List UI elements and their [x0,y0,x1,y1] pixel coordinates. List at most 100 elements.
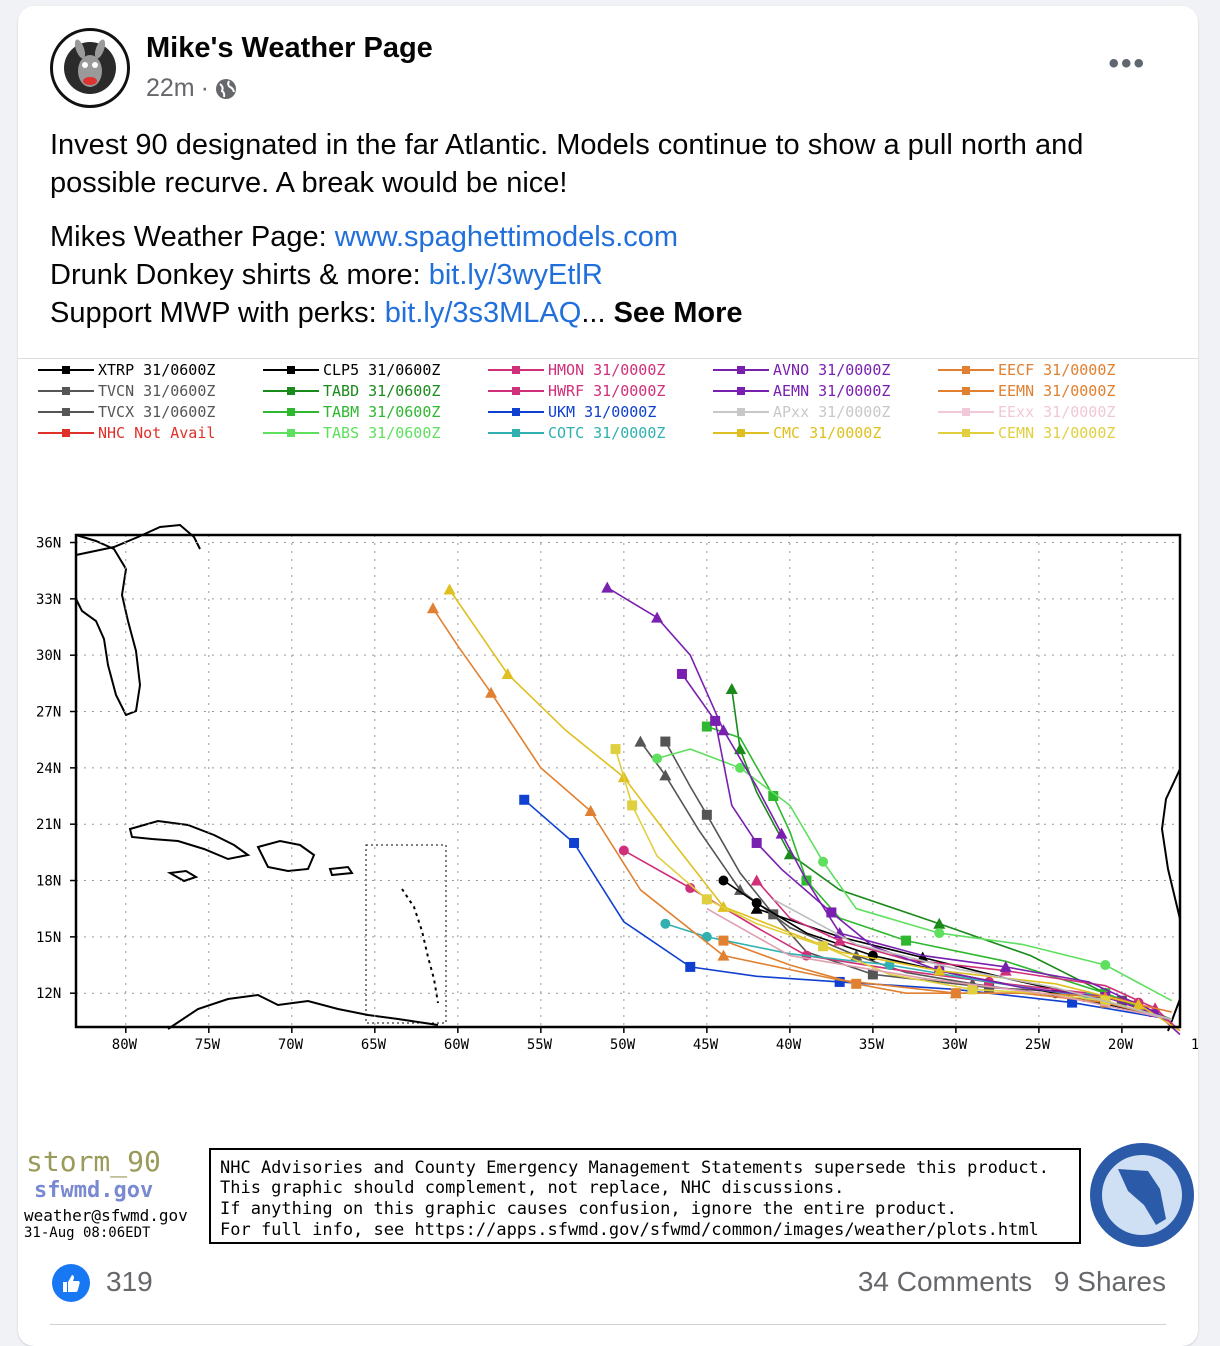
track-line [523,799,1172,1021]
legend-marker [962,387,970,395]
track-marker-square [826,907,837,918]
track-line [432,607,1172,1013]
legend-label: XTRP 31/0600Z [98,361,215,379]
x-tick-label: 75W [195,1037,221,1053]
legend-label: TABD 31/0600Z [323,382,440,400]
legend-label: TABM 31/0600Z [323,403,440,421]
track-marker-square [701,721,712,732]
map-grid [76,535,1180,1027]
comments-count[interactable]: 34 Comments [857,1266,1033,1297]
track-marker-circle [618,845,629,856]
legend-marker [512,366,520,374]
legend-marker [287,366,295,374]
track-marker-square [569,837,580,848]
track-line [614,748,1172,1021]
see-more-button[interactable]: See More [613,297,743,329]
track-marker-square [610,744,621,755]
track-marker-triangle [999,960,1012,972]
legend-label: UKM 31/0000Z [548,403,656,421]
track-marker-square [701,894,712,905]
track-line [723,939,1172,1021]
legend-label: NHC Not Avail [98,424,215,442]
y-tick-label: 30N [36,648,61,664]
footer-divider [50,1324,1166,1325]
south-america-outline [167,993,439,1030]
legend-label: EECF 31/0000Z [998,361,1115,379]
track-line [448,589,1181,1032]
disclaimer-line: NHC Advisories and County Emergency Mana… [220,1158,1049,1178]
meta-separator: · [200,74,209,102]
jamaica-outline [166,869,199,883]
track-marker-square [701,809,712,820]
like-reaction-icon[interactable] [52,1264,90,1302]
model-tracks [426,581,1181,1036]
x-tick-label: 55W [527,1037,553,1053]
email-label: weather@sfwmd.gov [24,1206,188,1225]
us-coast-outline [75,523,201,556]
site-label: sfwmd.gov [34,1178,153,1203]
puerto-rico-outline [328,865,354,877]
track-marker-square [967,984,978,995]
legend-marker [287,429,295,437]
track-marker-square [519,794,530,805]
perks-link[interactable]: bit.ly/3s3MLAQ [384,297,582,329]
disclaimer-line: If anything on this graphic causes confu… [220,1199,957,1219]
track-marker-triangle [775,827,788,839]
x-tick-label: 30W [942,1037,968,1053]
post-footer: 319 34 Comments 9 Shares [18,1256,1198,1316]
page-avatar[interactable] [50,28,130,108]
legend-label: TVCN 31/0600Z [98,382,215,400]
x-tick-label: 80W [112,1037,138,1053]
post-image[interactable]: XTRP 31/0600Z TVCN 31/0600Z TVCX 31/0600Z N… [18,358,1198,1249]
track-marker-triangle [750,902,763,914]
track-marker-circle [751,898,762,909]
legend-label: AEMN 31/0000Z [773,382,890,400]
legend-marker [737,366,745,374]
track-marker-circle [735,762,746,773]
y-tick-label: 36N [36,536,61,552]
legend-marker [512,408,520,416]
disclaimer-line: This graphic should complement, not repl… [220,1178,844,1198]
map-axes: 80W 75W 70W 65W 60W 55W 50W 45W 40W 35W 30W 25W 20W 1… [36,533,1198,1053]
like-count[interactable]: 319 [106,1266,153,1297]
more-options-icon[interactable]: ••• [1108,47,1146,80]
track-line [706,908,1172,1021]
map-frame [74,533,1182,1029]
shirts-link[interactable]: bit.ly/3wyEtlR [428,259,603,291]
donkey-logo-icon [54,32,126,104]
x-tick-label: 60W [444,1037,470,1053]
track-marker-triangle [734,743,747,755]
track-marker-circle [685,883,696,894]
track-marker-triangle [750,874,763,886]
track-marker-circle [718,875,729,886]
shares-count[interactable]: 9 Shares [1053,1266,1166,1297]
track-marker-triangle [717,724,730,736]
track-marker-square [984,982,995,993]
track-marker-triangle [485,686,498,698]
x-tick-label: 40W [776,1037,802,1053]
track-line [665,922,1172,1021]
page-name[interactable]: Mike's Weather Page [146,32,433,64]
legend-label: CMC 31/0000Z [773,424,881,442]
legend-label: EEMN 31/0000Z [998,382,1115,400]
track-line [756,879,1181,1032]
track-marker-triangle [601,581,614,593]
track-marker-square [768,791,779,802]
legend-marker [287,408,295,416]
post-time[interactable]: 22m [146,74,195,102]
disclaimer-line: For full info, see https://apps.sfwmd.go… [220,1220,1039,1240]
track-marker-triangle [725,682,738,694]
engagement-stats: 34 Comments 9 Shares [844,1266,1166,1298]
spaghettimodels-link[interactable]: www.spaghettimodels.com [334,221,679,253]
track-marker-triangle [501,667,514,679]
legend-marker [737,387,745,395]
africa-outline [1160,768,1181,1032]
legend-marker [962,408,970,416]
track-marker-square [751,837,762,848]
post-text: Invest 90 designated in the far Atlantic… [50,126,1180,332]
track-marker-triangle [933,917,946,929]
track-marker-triangle [1132,998,1145,1010]
track-marker-triangle [634,735,647,747]
legend-label: HWRF 31/0000Z [548,382,665,400]
y-tick-label: 24N [36,761,61,777]
